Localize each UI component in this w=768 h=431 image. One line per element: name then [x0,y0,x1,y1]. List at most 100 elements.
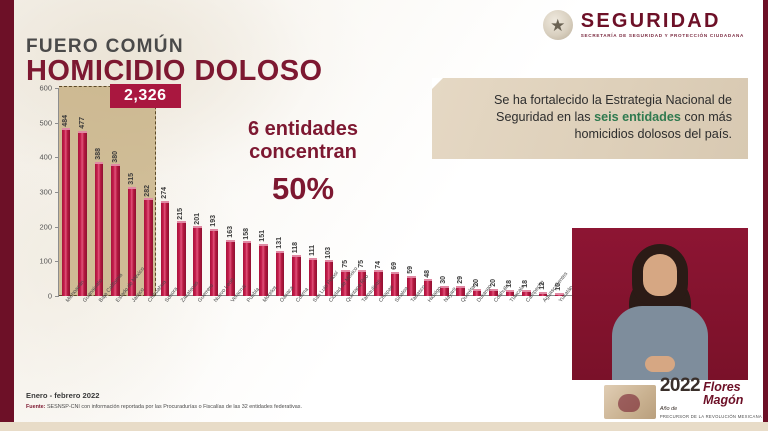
bar [489,289,498,296]
bar [94,161,104,296]
y-axis-tick-label: 400 [39,152,52,162]
header-brand: ★ SEGURIDAD SECRETARÍA DE SEGURIDAD Y PR… [542,10,744,40]
bottom-accent-bar [0,422,768,431]
bar [275,250,285,296]
magon-name-magon: Magón [703,392,744,407]
bar [111,164,120,296]
source-label: Fuente: [26,404,46,410]
bar [357,270,367,296]
bar [308,257,318,296]
bar-value-label: 69 [390,262,398,271]
magon-text-block: 2022 Flores Magón Año de PRECURSOR DE LA… [660,375,762,419]
y-axis-tick-label: 0 [47,291,52,301]
bar-cap [505,289,515,292]
y-axis-tick [55,157,59,159]
bar [538,291,548,296]
bar-cap [456,285,465,288]
bar-cap [144,198,153,201]
bar-cap [440,285,449,288]
bar-cap [78,130,87,133]
magon-portrait-icon [603,385,656,419]
bar-cap [555,292,564,295]
bar-cap [275,250,285,253]
bar [61,128,71,296]
bar-cap [489,289,498,292]
bar [522,289,531,296]
bar-value-label: 59 [407,265,415,274]
source-note: Fuente: SESNSP-CNI con información repor… [26,404,302,410]
bar-cap [127,186,137,189]
callout-percent: 50% [271,171,335,206]
bar-value-label: 151 [259,229,267,242]
bar-cap [209,229,219,232]
bar-value-label: 30 [440,275,448,284]
national-seal-icon: ★ [542,10,573,40]
y-axis-tick [55,226,59,228]
presenter-face [643,254,677,296]
concentration-callout: 6 entidades concentran 50% [208,118,398,207]
bar-value-label: 380 [111,150,119,163]
brand-subtitle: SECRETARÍA DE SEGURIDAD Y PROTECCIÓN CIU… [580,33,744,39]
bar [390,272,400,296]
bar-value-label: 215 [177,207,185,220]
bar-cap [390,272,400,275]
bar-value-label: 274 [160,187,168,200]
y-axis-tick-label: 600 [39,83,52,93]
magon-year: 2022 [659,375,701,396]
bar [226,239,235,296]
magon-year-row: 2022 Flores Magón [660,375,744,406]
panel-highlight-seis-entidades: seis entidades [594,110,681,124]
y-axis-tick [55,296,59,297]
presenter-hands [645,356,675,372]
magon-name-flores: Flores [703,380,741,394]
bar-cap [522,289,531,292]
brand-text: SEGURIDAD SECRETARÍA DE SEGURIDAD Y PROT… [581,11,744,39]
bar [341,270,350,296]
y-axis-tick [55,192,59,193]
panel-text-part1: Se ha fortalecido la Estrategia Nacional… [493,93,732,124]
panel-corner-notch [432,78,443,89]
bar-cap [94,161,104,164]
bar-value-label: 388 [95,147,103,160]
page-title: HOMICIDIO DOLOSO [26,55,323,87]
bar-value-label: 193 [210,215,218,228]
page-kicker: FUERO COMÚN [26,36,184,57]
bar [177,221,186,296]
bar-value-label: 29 [456,276,464,284]
presenter-video-feed[interactable] [572,228,748,380]
bar-cap [193,226,202,229]
bar [456,285,465,296]
bar [324,260,334,296]
magon-names: Flores Magón [703,381,743,406]
y-axis-tick [55,122,59,124]
period-label: Enero - febrero 2022 [26,391,100,400]
bar-value-label: 118 [292,241,300,254]
bar [440,285,449,296]
bar-cap [308,257,318,260]
bar-cap [160,201,170,204]
chart-plot-area: 0 100 200 300 400 500 600 484 477 388 380 315 282 27… [39,84,584,301]
bar [374,270,383,296]
bar-value-label: 75 [358,260,366,268]
homicide-bar-chart: 0 100 200 300 400 500 600 484 477 388 380 315 282 27… [22,84,607,348]
right-accent-bar [763,0,768,431]
bar [209,229,219,296]
bar-cap [292,255,301,258]
bar-cap [538,291,548,294]
bar [505,289,515,296]
bar [407,275,416,296]
bar-cap [242,241,252,244]
bar [193,226,202,296]
bar-cap [111,164,120,167]
y-axis-tick [55,88,59,89]
bar-value-label: 131 [275,236,283,249]
callout-line-1: 6 entidades [247,118,359,140]
magon-subtitle: PRECURSOR DE LA REVOLUCIÓN MEXICANA [659,414,762,419]
bar-cap [357,270,367,272]
bar-value-label: 315 [127,173,135,185]
bar-series: 484 477 388 380 315 282 274 215 201 193 163 158 151 1… [58,88,584,296]
y-axis-tick-label: 100 [39,256,52,266]
bar-cap [374,270,383,273]
bar-value-label: 111 [308,244,316,256]
